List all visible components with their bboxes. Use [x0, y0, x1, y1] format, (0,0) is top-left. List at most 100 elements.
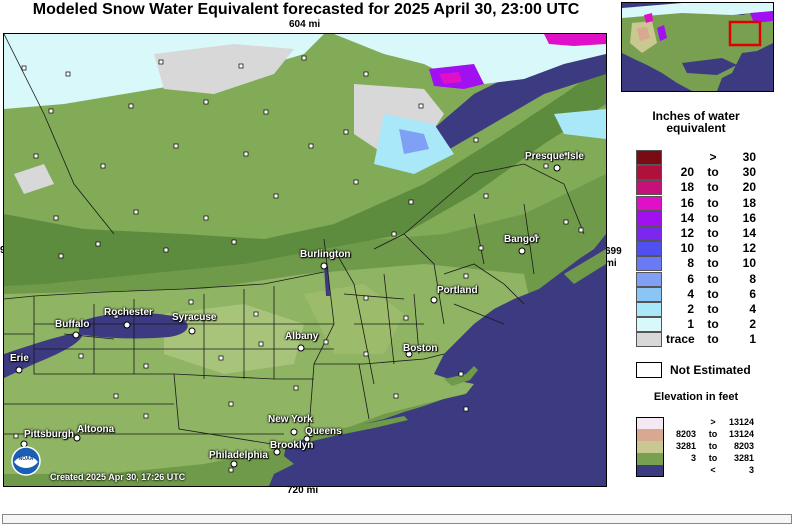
legend-swatch [636, 210, 662, 226]
legend-range-sep: to [707, 210, 719, 225]
city-label: Syracuse [172, 312, 217, 323]
elevation-row: 8203 to 13124 [636, 429, 776, 441]
map-title: Modeled Snow Water Equivalent forecasted… [32, 1, 580, 18]
legend-range-sep: to [707, 271, 719, 286]
distance-left-label: 9 [0, 245, 6, 256]
legend-swatch [636, 226, 662, 241]
legend-range-low: 10 [680, 241, 694, 256]
city-label: Bangor [504, 234, 539, 245]
city-label: Buffalo [55, 319, 90, 330]
city-label: New York [268, 414, 313, 425]
inset-graphic [622, 3, 773, 91]
region-highlight-box [728, 20, 762, 47]
elevation-range-low: 8203 [675, 429, 696, 439]
city-label: Altoona [77, 424, 115, 435]
legend-row: 1 to 2 [636, 317, 776, 333]
elevation-range-sep: to [708, 429, 718, 439]
legend-range-sep: > [709, 150, 717, 164]
legend-range-sep: to [707, 180, 719, 195]
legend-swatch [636, 256, 662, 272]
elevation-range-sep: to [708, 441, 718, 451]
legend-range-low: 18 [680, 180, 694, 195]
legend-range-sep: to [707, 317, 719, 332]
legend-range-high: 16 [742, 210, 756, 225]
legend-swatch [636, 180, 662, 196]
legend-range-high: 12 [742, 241, 756, 256]
legend-range-sep: to [707, 226, 719, 240]
legend-range-sep: to [707, 256, 719, 271]
elevation-swatch [636, 417, 664, 429]
legend-title: Inches of water equivalent [652, 109, 740, 135]
legend-range-sep: to [707, 241, 719, 256]
legend-swatch [636, 165, 662, 181]
distance-right-label: 699 mi [605, 246, 622, 269]
city-label: Burlington [300, 249, 351, 260]
legend-range-high: 10 [742, 256, 756, 271]
legend-row: 10 to 12 [636, 241, 776, 257]
legend-row: 12 to 14 [636, 226, 776, 241]
legend-range-sep: to [707, 165, 719, 180]
elevation-range-sep: < [710, 465, 716, 475]
elevation-row: 3281 to 8203 [636, 441, 776, 453]
not-estimated-swatch [636, 362, 662, 378]
legend-row: 20 to 30 [636, 165, 776, 181]
legend-range-low: 20 [680, 165, 694, 180]
legend-range-high: 6 [749, 286, 756, 301]
legend-row: 4 to 6 [636, 286, 776, 302]
legend-range-low: 1 [687, 317, 694, 332]
city-label: Presque Isle [525, 151, 584, 162]
elevation-swatch [636, 453, 664, 465]
elevation-range-high: 13124 [728, 417, 754, 427]
legend-row: 8 to 10 [636, 256, 776, 272]
legend-row: 14 to 16 [636, 210, 776, 226]
legend-row: 6 to 8 [636, 271, 776, 287]
legend-range-sep: to [707, 302, 719, 316]
elevation-row: 3 to 3281 [636, 453, 776, 465]
legend-swatch [636, 332, 662, 348]
city-label: Erie [10, 353, 29, 364]
snow-water-map[interactable]: NOAA Presque Isle Burlington Bangor Port… [3, 33, 607, 487]
elevation-range-high: 13124 [728, 429, 754, 439]
elevation-range-high: 3 [748, 465, 754, 475]
legend-row: 18 to 20 [636, 180, 776, 196]
legend-row: >30 [636, 150, 776, 165]
elevation-range-low: 3 [690, 453, 696, 463]
legend-range-low: 14 [680, 210, 694, 225]
elevation-range-high: 8203 [733, 441, 754, 451]
legend-row: 2 to 4 [636, 302, 776, 317]
legend-range-low: 12 [680, 226, 694, 240]
distance-bottom-label: 720 mi [287, 485, 319, 496]
elevation-swatch [636, 465, 664, 477]
legend-range-high: 14 [742, 226, 756, 240]
legend-range-high: 30 [742, 165, 756, 180]
legend-range-low: 2 [687, 302, 694, 316]
legend-range-sep: to [707, 195, 719, 210]
created-timestamp: Created 2025 Apr 30, 17:26 UTC [50, 472, 186, 482]
noaa-logo: NOAA [11, 446, 41, 476]
legend-row: 16 to 18 [636, 195, 776, 211]
map-graphic: NOAA [4, 34, 606, 486]
legend-swatch [636, 271, 662, 287]
legend-range-low: 8 [687, 256, 694, 271]
legend-range-high: 30 [742, 150, 756, 164]
elevation-range-sep: to [708, 453, 718, 463]
svg-text:NOAA: NOAA [19, 456, 34, 462]
legend-swatch [636, 150, 662, 165]
legend-range-high: 18 [742, 195, 756, 210]
city-label: Boston [403, 343, 438, 354]
horizontal-scrollbar[interactable] [2, 514, 792, 524]
legend-range-low: 6 [687, 271, 694, 286]
legend-range-low: 4 [687, 286, 694, 301]
elevation-range-low: 3281 [675, 441, 696, 451]
city-label: Portland [437, 285, 478, 296]
elevation-row: >13124 [636, 417, 776, 429]
city-label: Albany [285, 331, 319, 342]
overview-inset-map[interactable] [621, 2, 774, 92]
legend-range-high: 8 [749, 271, 756, 286]
legend-range-low: 16 [680, 195, 694, 210]
elevation-row: <3 [636, 465, 776, 477]
elevation-swatch [636, 429, 664, 441]
elevation-swatch [636, 441, 664, 453]
legend-range-high: 2 [749, 317, 756, 332]
legend-swatch [636, 241, 662, 257]
